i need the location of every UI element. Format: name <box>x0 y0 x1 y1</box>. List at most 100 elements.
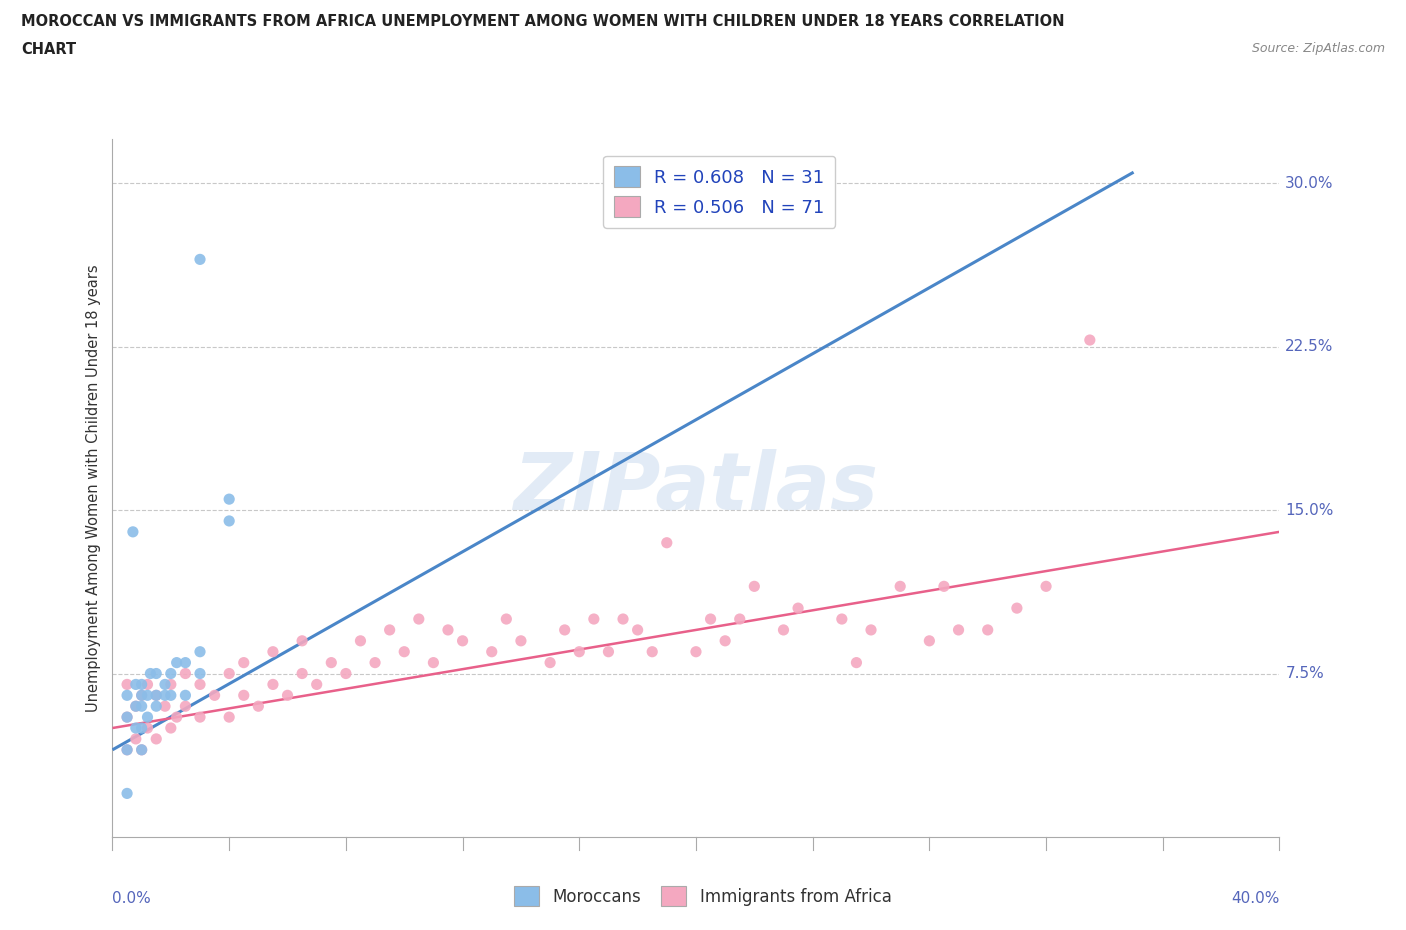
Point <box>145 666 167 681</box>
Point <box>115 742 138 757</box>
Point <box>728 612 751 627</box>
Point <box>831 612 853 627</box>
Point <box>188 677 211 692</box>
Text: 22.5%: 22.5% <box>1285 339 1334 354</box>
Point <box>145 688 167 703</box>
Point <box>232 688 254 703</box>
Point <box>408 612 430 627</box>
Point <box>125 698 148 713</box>
Point <box>772 622 794 637</box>
Point <box>626 622 648 637</box>
Text: MOROCCAN VS IMMIGRANTS FROM AFRICA UNEMPLOYMENT AMONG WOMEN WITH CHILDREN UNDER : MOROCCAN VS IMMIGRANTS FROM AFRICA UNEMP… <box>21 14 1064 29</box>
Point <box>699 612 721 627</box>
Point <box>174 688 197 703</box>
Point <box>188 710 211 724</box>
Point <box>131 677 153 692</box>
Point <box>291 633 314 648</box>
Point <box>612 612 634 627</box>
Point <box>136 677 159 692</box>
Point <box>948 622 970 637</box>
Point <box>115 786 138 801</box>
Point <box>125 732 148 747</box>
Point <box>349 633 371 648</box>
Point <box>218 666 240 681</box>
Point <box>218 513 240 528</box>
Point <box>392 644 416 659</box>
Point <box>188 252 211 267</box>
Point <box>153 698 176 713</box>
Point <box>115 742 138 757</box>
Point <box>136 721 159 736</box>
Point <box>145 732 167 747</box>
Point <box>136 710 159 724</box>
Point <box>139 666 162 681</box>
Point <box>335 666 357 681</box>
Point <box>976 622 998 637</box>
Point <box>160 677 183 692</box>
Point <box>321 655 343 670</box>
Point <box>554 622 576 637</box>
Point <box>262 677 284 692</box>
Point <box>437 622 460 637</box>
Point <box>641 644 664 659</box>
Point <box>153 677 176 692</box>
Point <box>364 655 387 670</box>
Point <box>714 633 737 648</box>
Point <box>160 721 183 736</box>
Point <box>291 666 314 681</box>
Text: ZIPatlas: ZIPatlas <box>513 449 879 527</box>
Point <box>787 601 810 616</box>
Point <box>218 710 240 724</box>
Point <box>153 688 176 703</box>
Point <box>582 612 605 627</box>
Point <box>451 633 474 648</box>
Point <box>160 666 183 681</box>
Point <box>655 536 678 551</box>
Text: 15.0%: 15.0% <box>1285 502 1334 518</box>
Point <box>131 688 153 703</box>
Point <box>918 633 941 648</box>
Point <box>115 688 138 703</box>
Text: CHART: CHART <box>21 42 76 57</box>
Point <box>845 655 868 670</box>
Point <box>174 666 197 681</box>
Point <box>188 666 211 681</box>
Point <box>889 578 911 593</box>
Point <box>125 698 148 713</box>
Point <box>125 721 148 736</box>
Point <box>166 710 188 724</box>
Point <box>568 644 591 659</box>
Text: 30.0%: 30.0% <box>1285 176 1334 191</box>
Point <box>131 688 153 703</box>
Point <box>262 644 284 659</box>
Point <box>174 698 197 713</box>
Point <box>422 655 444 670</box>
Point <box>247 698 270 713</box>
Point <box>1005 601 1028 616</box>
Point <box>932 578 955 593</box>
Point <box>174 655 197 670</box>
Point <box>538 655 561 670</box>
Point <box>131 698 153 713</box>
Point <box>136 688 159 703</box>
Point <box>145 698 167 713</box>
Text: 0.0%: 0.0% <box>112 892 152 907</box>
Legend: R = 0.608   N = 31, R = 0.506   N = 71: R = 0.608 N = 31, R = 0.506 N = 71 <box>603 155 835 228</box>
Point <box>160 688 183 703</box>
Point <box>742 578 765 593</box>
Text: 7.5%: 7.5% <box>1285 666 1324 681</box>
Point <box>204 688 226 703</box>
Point <box>685 644 707 659</box>
Text: 40.0%: 40.0% <box>1232 892 1279 907</box>
Y-axis label: Unemployment Among Women with Children Under 18 years: Unemployment Among Women with Children U… <box>86 264 101 712</box>
Point <box>125 677 148 692</box>
Point <box>122 525 145 539</box>
Point <box>131 742 153 757</box>
Point <box>131 742 153 757</box>
Point <box>305 677 328 692</box>
Point <box>218 492 240 507</box>
Point <box>378 622 401 637</box>
Point <box>481 644 503 659</box>
Point <box>1078 333 1101 348</box>
Legend: Moroccans, Immigrants from Africa: Moroccans, Immigrants from Africa <box>508 880 898 912</box>
